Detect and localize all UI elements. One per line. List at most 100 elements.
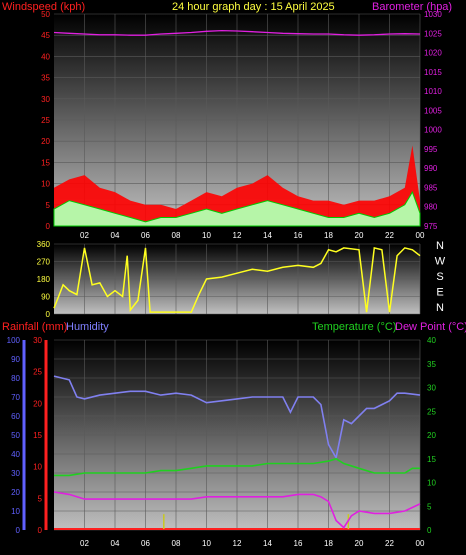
humidity-tick-label: 70 [11,393,20,402]
barometer-tick-label: 980 [424,203,438,212]
wind-x-tick-label: 12 [233,231,242,240]
temp-x-tick-label: 02 [80,539,89,548]
temp-x-tick-label: 10 [202,539,211,548]
humidity-tick-label: 90 [11,355,20,364]
temp-x-tick-label: 04 [111,539,120,548]
wind-x-tick-label: 04 [111,231,120,240]
temp-x-tick-label: 06 [141,539,150,548]
humidity-label: Humidity [66,321,109,333]
graph-title: 24 hour graph day : 15 April 2025 [172,1,335,13]
wind-tick-label: 25 [41,116,50,125]
wind-x-tick-label: 06 [141,231,150,240]
temperature-label: Temperature (°C) [312,321,396,333]
humidity-tick-label: 0 [16,526,21,535]
direction-series [53,246,421,313]
temp-tick-label: 0 [427,526,432,535]
wind-tick-label: 50 [41,10,50,19]
temp-x-tick-label: 14 [263,539,272,548]
wind-tick-label: 40 [41,52,50,61]
temp-tick-label: 35 [427,360,436,369]
temp-tick-label: 30 [427,384,436,393]
wind-x-tick-label: 22 [385,231,394,240]
temperature-line [54,457,420,477]
wind-tick-label: 45 [41,31,50,40]
temp-tick-label: 25 [427,407,436,416]
compass-label: W [435,256,446,268]
wind-x-tick-label: 16 [294,231,303,240]
rain-tick-label: 5 [38,494,43,503]
barometer-tick-label: 1025 [424,29,442,38]
rainfall-label: Rainfall (mm) [2,321,67,333]
temp-tick-label: 40 [427,336,436,345]
barometer-tick-label: 975 [424,222,438,231]
temperature-humidity-panel: 0102030405060708090100051015202530051015… [7,336,437,548]
wind-gust-series [54,145,420,226]
wind-x-tick-label: 10 [202,231,211,240]
humidity-tick-label: 40 [11,450,20,459]
direction-tick-label: 360 [37,240,51,249]
temp-x-tick-label: 12 [233,539,242,548]
rain-tick-label: 25 [33,368,42,377]
wind-grid [54,13,421,227]
barometer-tick-label: 1015 [424,68,442,77]
dewpoint-line [53,491,421,529]
humidity-tick-label: 50 [11,431,20,440]
direction-tick-label: 270 [37,258,51,267]
humidity-tick-label: 100 [7,336,21,345]
wind-tick-label: 20 [41,137,50,146]
direction-tick-label: 180 [37,275,51,284]
wind-x-tick-label: 18 [324,231,333,240]
wind-average-area [53,190,421,227]
wind-barometer-panel: 0510152025303540455097598098599099510001… [41,10,442,240]
humidity-tick-label: 60 [11,412,20,421]
temp-x-tick-label: 00 [416,539,425,548]
temp-tick-label: 5 [427,502,432,511]
wind-x-tick-label: 20 [355,231,364,240]
temp-series [53,375,421,529]
compass-label: S [436,271,443,283]
temp-tick-label: 10 [427,479,436,488]
compass-label: E [436,287,443,299]
wind-x-tick-label: 02 [80,231,89,240]
humidity-line [53,375,421,461]
compass-label: N [436,240,444,252]
barometer-tick-label: 1020 [424,49,442,58]
rain-tick-label: 0 [38,526,43,535]
barometer-tick-label: 1030 [424,10,442,19]
wind-gust-area [54,145,420,226]
windspeed-label: Windspeed (kph) [2,1,85,13]
humidity-tick-label: 80 [11,374,20,383]
barometer-tick-label: 990 [424,164,438,173]
humidity-tick-label: 10 [11,507,20,516]
rain-tick-label: 10 [33,463,42,472]
barometer-tick-label: 1010 [424,87,442,96]
direction-grid [54,243,421,315]
direction-tick-label: 0 [46,310,51,319]
wind-tick-label: 0 [46,222,51,231]
barometer-tick-label: 985 [424,183,438,192]
temp-x-tick-label: 20 [355,539,364,548]
wind-x-tick-label: 08 [172,231,181,240]
wind-axis-ticks: 0510152025303540455097598098599099510001… [41,10,442,240]
wind-tick-label: 30 [41,95,50,104]
rain-tick-label: 20 [33,399,42,408]
compass-label: N [436,302,444,314]
wind-average-series [53,190,421,227]
temp-tick-label: 15 [427,455,436,464]
barometer-line [53,29,421,36]
direction-tick-label: 90 [41,293,50,302]
temp-tick-label: 20 [427,431,436,440]
temp-x-tick-label: 08 [172,539,181,548]
temp-x-tick-label: 22 [385,539,394,548]
barometer-tick-label: 995 [424,145,438,154]
wind-x-tick-label: 14 [263,231,272,240]
rain-tick-label: 30 [33,336,42,345]
wind-tick-label: 15 [41,158,50,167]
wind-tick-label: 10 [41,180,50,189]
temp-axis-ticks: 0102030405060708090100051015202530051015… [7,336,437,548]
barometer-label: Barometer (hpa) [372,1,452,13]
rain-tick-label: 15 [33,431,42,440]
humidity-tick-label: 20 [11,488,20,497]
